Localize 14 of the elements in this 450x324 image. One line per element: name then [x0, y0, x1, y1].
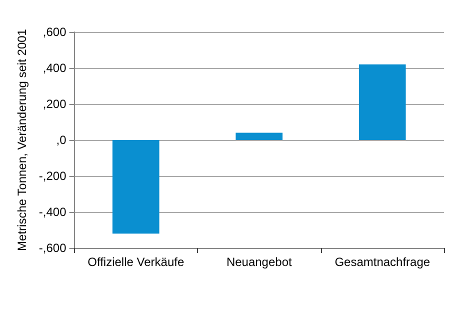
bar — [236, 132, 283, 140]
y-tick-label: -,200 — [38, 169, 67, 183]
y-tick-label: -,600 — [38, 241, 67, 255]
x-tick-label: Offizielle Verkäufe — [88, 255, 184, 269]
y-tick-label: ,600 — [42, 25, 67, 39]
y-axis-title: Metrische Tonnen, Veränderung seit 2001 — [15, 28, 29, 251]
bar — [112, 140, 160, 234]
y-tick-label: ,0 — [56, 133, 67, 147]
y-tick-label: -,400 — [38, 205, 67, 219]
bar — [358, 64, 406, 140]
x-tick-label: Gesamtnachfrage — [334, 255, 430, 269]
y-tick-label: ,200 — [42, 97, 67, 111]
y-tick-label: ,400 — [42, 61, 67, 75]
x-tick-label: Neuangebot — [226, 255, 292, 269]
